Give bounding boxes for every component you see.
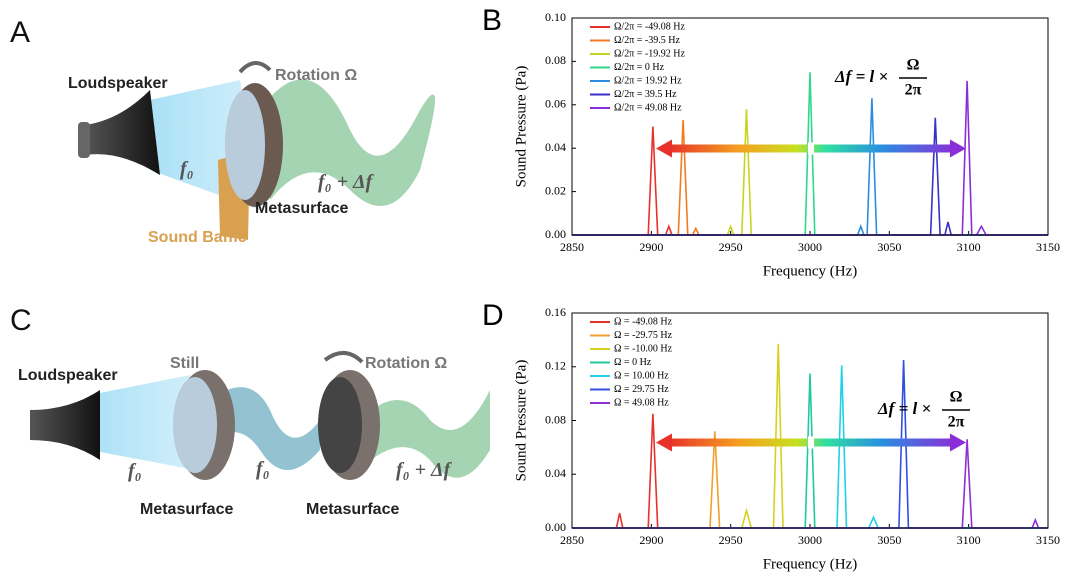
legend-label: Ω/2π = 39.5 Hz — [614, 89, 677, 100]
legend-label: Ω/2π = -49.08 Hz — [614, 21, 685, 32]
legend-label: Ω/2π = 19.92 Hz — [614, 75, 682, 86]
panel-label: A — [10, 16, 30, 49]
chart: D 0.00 0.04 0.08 0.12 0.16 2850 2900 2950 3000 305… — [482, 299, 1060, 573]
plot-frame — [571, 312, 1049, 529]
metasurface-face — [318, 377, 362, 473]
text: f₀ — [256, 458, 270, 480]
arrow-gap — [808, 436, 814, 449]
legend-label: Ω = 49.08 Hz — [614, 397, 669, 408]
panel-label: D — [482, 299, 504, 332]
text: f₀ — [128, 460, 142, 482]
illustration-a: A Loudspeaker Rotation Ω f₀ f₀ + Δf Meta… — [10, 16, 435, 246]
x-tick-label: 2900 — [639, 240, 663, 254]
text: f₀ + Δf — [396, 459, 453, 481]
rotation-arrow — [323, 351, 364, 364]
panel-label: C — [10, 304, 32, 337]
formula: Ω — [950, 389, 963, 406]
x-tick-label: 3000 — [798, 533, 822, 547]
x-tick-label: 2950 — [719, 240, 743, 254]
text: f₀ — [180, 158, 194, 180]
x-tick-label: 2950 — [719, 533, 743, 547]
arrow-head — [950, 433, 966, 452]
x-tick-label: 2850 — [560, 533, 584, 547]
text: Metasurface — [306, 501, 399, 518]
legend-label: Ω/2π = -39.5 Hz — [614, 35, 680, 46]
y-tick-label: 0.02 — [545, 183, 566, 197]
wave — [260, 79, 435, 206]
y-tick-label: 0.10 — [545, 10, 566, 24]
panel-label: B — [482, 4, 502, 37]
wave — [360, 390, 490, 478]
text: f₀ + Δf — [318, 171, 375, 193]
y-tick-label: 0.08 — [545, 412, 566, 426]
metasurface-face — [173, 377, 217, 473]
plot-frame — [571, 17, 1049, 236]
metasurface-face — [225, 90, 265, 200]
formula: 2π — [905, 82, 922, 99]
speaker-cap — [78, 122, 90, 158]
legend-label: Ω = -49.08 Hz — [614, 316, 673, 327]
series-line — [572, 119, 1048, 236]
text: Rotation Ω — [365, 355, 447, 372]
y-tick-label: 0.00 — [545, 520, 566, 534]
formula: 2π — [948, 414, 965, 431]
series-line — [572, 109, 1048, 236]
text: Rotation Ω — [275, 67, 357, 84]
legend-label: Ω = -29.75 Hz — [614, 330, 673, 341]
wave — [210, 387, 320, 470]
y-tick-label: 0.12 — [545, 359, 566, 373]
legend-label: Ω/2π = 0 Hz — [614, 62, 665, 73]
series-line — [572, 98, 1048, 236]
y-tick-label: 0.04 — [545, 466, 566, 480]
x-tick-label: 2850 — [560, 240, 584, 254]
x-tick-label: 3150 — [1036, 240, 1060, 254]
charts: B 0.00 0.02 0.04 0.06 0.08 0.10 2850 2900 2950 300… — [482, 4, 1060, 573]
arrow-head — [656, 433, 672, 452]
x-tick-label: 3100 — [957, 533, 981, 547]
x-tick-label: 3150 — [1036, 533, 1060, 547]
text: Loudspeaker — [18, 367, 118, 384]
x-tick-label: 3000 — [798, 240, 822, 254]
y-tick-label: 0.08 — [545, 53, 566, 67]
series-line — [572, 117, 1048, 236]
y-tick-label: 0.16 — [545, 305, 566, 319]
x-axis-label: Frequency (Hz) — [763, 263, 858, 279]
formula: Δf = l × — [877, 399, 931, 418]
arrow-head — [950, 139, 966, 158]
legend-label: Ω = 10.00 Hz — [614, 370, 669, 381]
legend-label: Ω/2π = -19.92 Hz — [614, 48, 685, 59]
x-tick-label: 3050 — [877, 533, 901, 547]
loudspeaker — [85, 90, 160, 175]
x-tick-label: 3050 — [877, 240, 901, 254]
illustration-c: C Loudspeaker Still Rotation Ω f₀ f₀ f₀ … — [10, 304, 490, 518]
x-tick-label: 2900 — [639, 533, 663, 547]
y-axis-label: Sound Pressure (Pa) — [513, 360, 529, 482]
x-axis-label: Frequency (Hz) — [763, 556, 858, 572]
series-line — [572, 413, 1048, 529]
y-tick-label: 0.06 — [545, 97, 566, 111]
legend-label: Ω/2π = 49.08 Hz — [614, 102, 682, 113]
text: Metasurface — [140, 501, 233, 518]
arrow-head — [656, 139, 672, 158]
sound-beam — [90, 375, 195, 470]
legend-label: Ω = -10.00 Hz — [614, 343, 673, 354]
text: Sound Baffle — [148, 229, 247, 246]
loudspeaker — [30, 390, 100, 460]
formula: Ω — [907, 57, 920, 74]
series-line — [572, 439, 1048, 529]
rotation-arrow — [238, 61, 272, 74]
text: Loudspeaker — [68, 75, 168, 92]
text: Metasurface — [255, 200, 348, 217]
y-tick-label: 0.00 — [545, 227, 566, 241]
y-axis-label: Sound Pressure (Pa) — [513, 66, 529, 188]
legend-label: Ω = 29.75 Hz — [614, 384, 669, 395]
chart: B 0.00 0.02 0.04 0.06 0.08 0.10 2850 2900 2950 300… — [482, 4, 1060, 280]
y-tick-label: 0.04 — [545, 140, 566, 154]
x-tick-label: 3100 — [957, 240, 981, 254]
text: Still — [170, 355, 199, 372]
arrow-gap — [808, 142, 814, 155]
legend-label: Ω = 0 Hz — [614, 357, 652, 368]
formula: Δf = l × — [834, 67, 888, 86]
